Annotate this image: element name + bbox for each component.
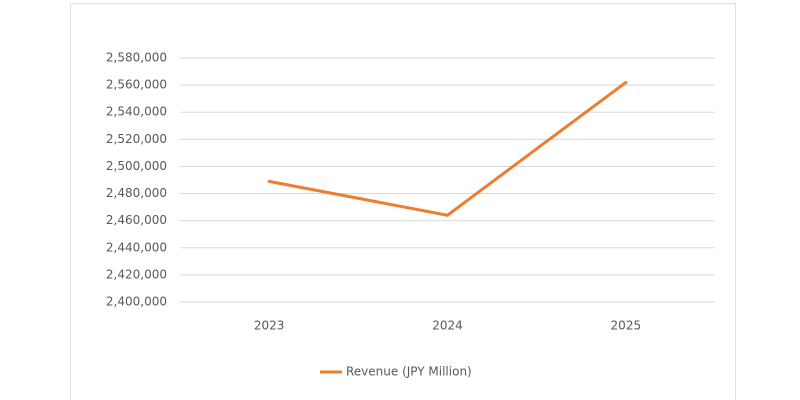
y-tick-label: 2,480,000 (106, 186, 167, 200)
line (267, 80, 628, 217)
y-tick-label: 2,460,000 (106, 213, 167, 227)
y-tick-label: 2,420,000 (106, 267, 167, 281)
x-tick-label: 2024 (432, 319, 463, 333)
y-tick-label: 2,440,000 (106, 240, 167, 254)
chart-frame (70, 3, 736, 400)
y-tick-label: 2,500,000 (106, 159, 167, 173)
y-tick-label: 2,540,000 (106, 105, 167, 119)
x-tick-label: 2023 (254, 319, 285, 333)
y-tick-label: 2,400,000 (106, 295, 167, 309)
y-tick-label: 2,580,000 (106, 51, 167, 65)
y-tick-label: 2,560,000 (106, 78, 167, 92)
legend-label: Revenue (JPY Million) (346, 365, 472, 379)
x-tick-label: 2025 (611, 319, 642, 333)
y-tick-label: 2,520,000 (106, 132, 167, 146)
